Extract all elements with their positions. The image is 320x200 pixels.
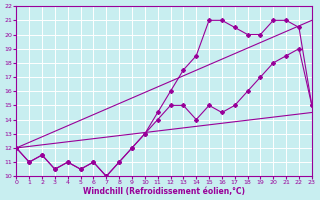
X-axis label: Windchill (Refroidissement éolien,°C): Windchill (Refroidissement éolien,°C) [83,187,245,196]
